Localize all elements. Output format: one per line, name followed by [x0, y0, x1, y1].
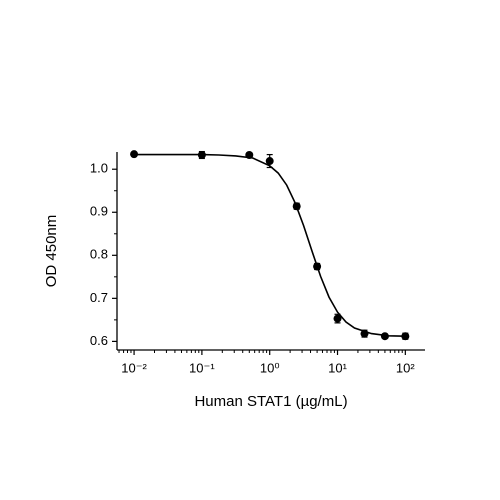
y-axis-title: OD 450nm: [43, 215, 60, 288]
y-tick-label: 0.9: [90, 204, 108, 219]
point: [197, 151, 206, 160]
point: [313, 262, 322, 271]
y-tick-label: 0.6: [90, 333, 108, 348]
x-tick-label: 10²: [396, 360, 415, 375]
point: [130, 150, 139, 159]
x-axis-title: Human STAT1 (µg/mL): [194, 393, 347, 410]
point: [292, 202, 301, 211]
y-tick-label: 1.0: [90, 161, 108, 176]
x-tick-label: 10⁻²: [121, 360, 147, 375]
point: [380, 332, 389, 341]
y-tick-label: 0.8: [90, 247, 108, 262]
point: [245, 151, 254, 160]
fit-curve: [134, 153, 406, 337]
point: [265, 157, 274, 166]
point: [360, 329, 369, 338]
point: [333, 314, 342, 323]
x-tick-label: 10¹: [328, 360, 347, 375]
y-tick-label: 0.7: [90, 290, 108, 305]
x-tick-label: 10⁻¹: [189, 360, 215, 375]
x-tick-label: 10⁰: [260, 360, 280, 375]
point: [401, 332, 410, 341]
